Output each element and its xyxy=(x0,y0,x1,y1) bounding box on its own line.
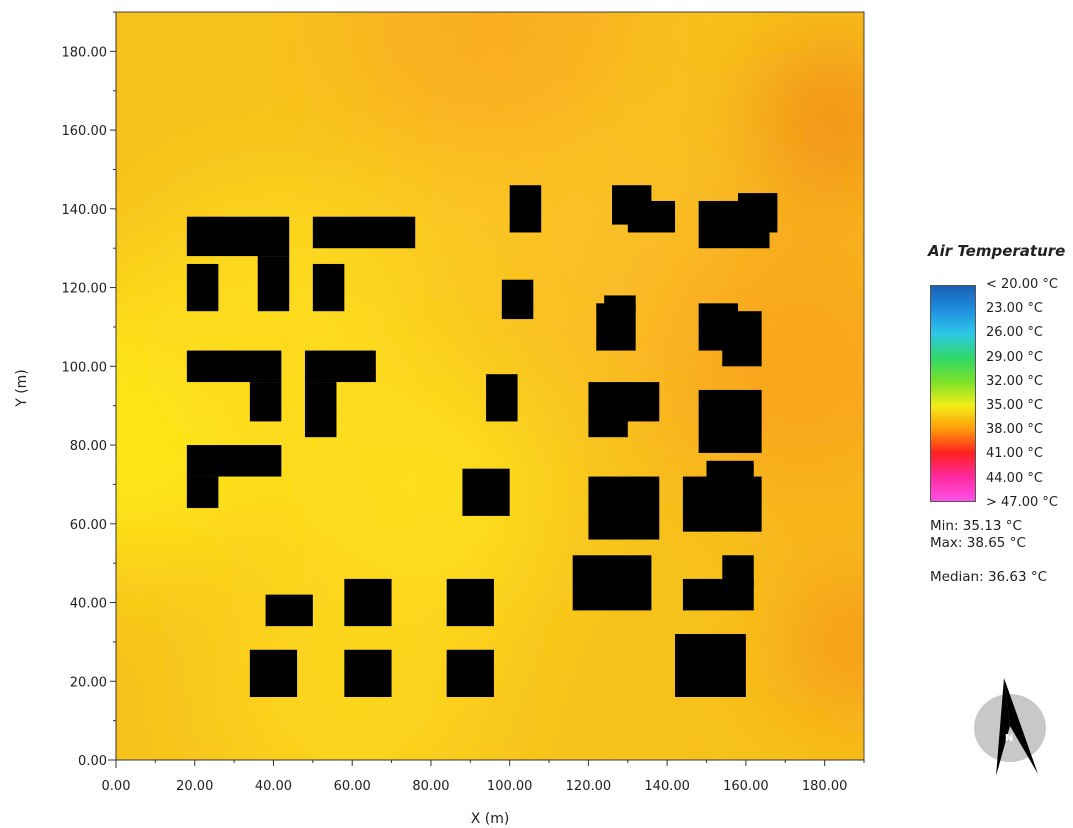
building xyxy=(312,216,416,249)
building xyxy=(186,445,282,477)
building xyxy=(486,374,518,422)
legend-label: > 47.00 °C xyxy=(986,494,1058,510)
x-axis-label: X (m) xyxy=(471,811,510,827)
building xyxy=(722,555,754,587)
y-axis-label: Y (m) xyxy=(14,369,30,408)
building xyxy=(619,382,660,422)
building xyxy=(249,649,298,698)
building xyxy=(627,200,676,233)
building xyxy=(706,460,754,485)
compass-needle-right xyxy=(1004,678,1038,774)
x-tick-label: 20.00 xyxy=(176,779,213,794)
building xyxy=(249,382,282,422)
y-tick-label: 180.00 xyxy=(62,45,108,60)
legend-label: 41.00 °C xyxy=(986,446,1043,462)
building xyxy=(738,193,778,233)
north-arrow-icon: N xyxy=(974,678,1046,776)
building xyxy=(462,468,510,516)
compass-needle-left xyxy=(996,678,1010,776)
x-tick-label: 120.00 xyxy=(566,779,612,794)
building xyxy=(572,555,652,611)
legend-label: 29.00 °C xyxy=(986,349,1043,365)
axes: 0.00 20.00 40.00 60.00 80.00 100.00 120.00 140.… xyxy=(62,11,865,794)
compass-label: N xyxy=(1005,733,1013,744)
building xyxy=(186,263,219,312)
x-tick-label: 60.00 xyxy=(334,779,371,794)
temperature-hotspot xyxy=(786,571,864,712)
building xyxy=(698,389,762,453)
x-tick-label: 180.00 xyxy=(802,779,848,794)
y-tick-label: 40.00 xyxy=(70,597,107,612)
building xyxy=(257,256,290,312)
building xyxy=(501,279,534,320)
y-tick-label: 120.00 xyxy=(62,282,108,297)
building xyxy=(304,350,376,383)
y-tick-label: 80.00 xyxy=(70,439,107,454)
building xyxy=(675,634,746,698)
y-tick-label: 20.00 xyxy=(70,675,107,690)
legend-label: 26.00 °C xyxy=(986,325,1043,341)
x-tick-label: 80.00 xyxy=(412,779,449,794)
legend-label: 32.00 °C xyxy=(986,373,1043,389)
legend-label: 44.00 °C xyxy=(986,470,1043,486)
y-tick-label: 60.00 xyxy=(70,518,107,533)
building xyxy=(682,476,762,532)
x-tick-label: 160.00 xyxy=(723,779,769,794)
buildings-layer xyxy=(186,185,778,698)
temperature-hotspot xyxy=(133,186,414,467)
stat-min: Min: 35.13 °C xyxy=(930,518,1022,534)
building xyxy=(344,649,392,698)
stat-max: Max: 38.65 °C xyxy=(930,535,1026,551)
y-tick-label: 160.00 xyxy=(62,124,108,139)
building xyxy=(344,578,392,627)
building xyxy=(312,263,345,312)
building xyxy=(446,578,494,627)
compass-disc xyxy=(974,694,1046,762)
legend-label: < 20.00 °C xyxy=(986,277,1058,292)
building xyxy=(265,594,313,627)
legend-label: 23.00 °C xyxy=(986,301,1043,317)
building xyxy=(588,476,660,540)
y-tick-label: 0.00 xyxy=(78,754,107,769)
x-tick-label: 0.00 xyxy=(102,779,131,794)
legend-color-bar xyxy=(930,285,976,502)
legend-title: Air Temperature xyxy=(928,242,1066,260)
building xyxy=(509,185,542,233)
building xyxy=(186,216,290,257)
x-tick-label: 40.00 xyxy=(255,779,292,794)
legend-label: 35.00 °C xyxy=(986,398,1043,413)
x-tick-label: 100.00 xyxy=(487,779,533,794)
building xyxy=(186,350,282,383)
temperature-hotspot xyxy=(762,52,864,193)
legend-label: 38.00 °C xyxy=(986,422,1043,438)
stats-panel: Min: 35.13 °C Max: 38.65 °C Median: 36.6… xyxy=(930,518,1047,586)
temperature-hotspot xyxy=(350,12,630,160)
stat-median: Median: 36.63 °C xyxy=(930,569,1048,585)
building xyxy=(304,382,337,438)
building xyxy=(186,476,219,509)
building xyxy=(446,649,494,698)
y-tick-label: 100.00 xyxy=(62,360,108,375)
building xyxy=(604,295,636,312)
y-tick-label: 140.00 xyxy=(62,203,108,218)
x-tick-label: 140.00 xyxy=(644,779,690,794)
building xyxy=(722,311,762,367)
